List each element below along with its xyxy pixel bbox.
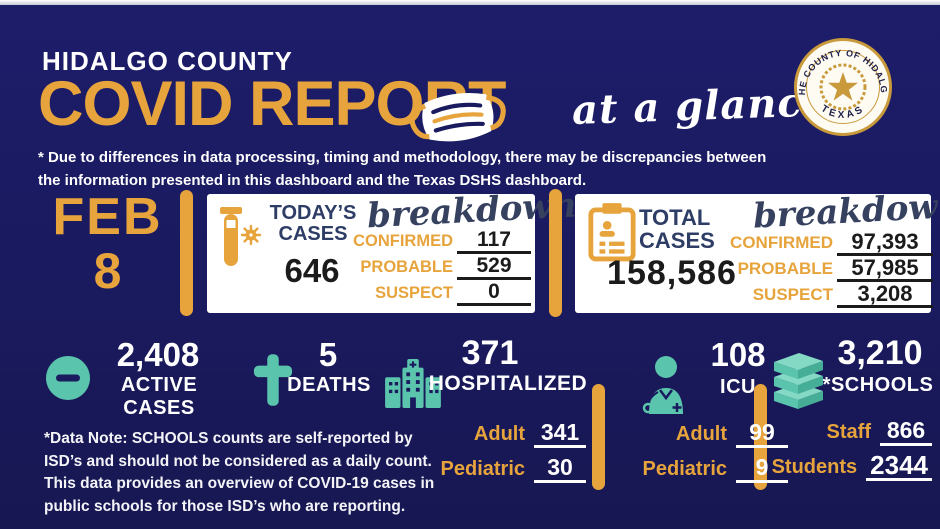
county-seal: THE COUNTY OF HIDALGO TEXAS <box>789 29 893 137</box>
icu-adult-row: Adult 99 <box>628 420 788 448</box>
data-note: *Data Note: SCHOOLS counts are self-repo… <box>44 428 434 518</box>
active-cases-label: ACTIVE CASES <box>120 374 198 419</box>
cross-icon <box>252 352 294 413</box>
adult-value: 341 <box>534 420 586 448</box>
total-cases-card: TOTAL CASES 158,586 breakdown CONFIRMED … <box>575 186 940 313</box>
suspect-value: 3,208 <box>837 283 933 308</box>
seal-star-icon <box>828 72 858 101</box>
suspect-label: SUSPECT <box>375 284 453 302</box>
hospitalized-adult-row: Adult 341 <box>420 420 586 448</box>
schools-breakdown: Staff 866 Students 2344 <box>770 418 932 488</box>
deaths-label: DEATHS <box>287 374 371 396</box>
pediatric-label: Pediatric <box>440 458 525 480</box>
pediatric-value: 30 <box>534 455 586 483</box>
pediatric-value: 9 <box>736 455 788 483</box>
staff-label: Staff <box>826 421 871 443</box>
hospitalized-breakdown: Adult 341 Pediatric 30 <box>420 420 586 490</box>
divider-bar <box>549 189 562 317</box>
todays-label-line2: CASES <box>278 223 348 245</box>
county-name: HIDALGO COUNTY <box>42 46 293 76</box>
data-note-line2: ISD’s and should not be considered as a … <box>44 452 432 470</box>
disclaimer-text: * Due to differences in data processing,… <box>38 146 766 192</box>
disclaimer-line-1: * Due to differences in data processing,… <box>38 149 767 166</box>
breakdown-row-probable: PROBABLE 529 <box>349 254 531 280</box>
divider-bar <box>180 190 193 316</box>
hospitalized-pediatric-row: Pediatric 30 <box>420 455 586 483</box>
adult-label: Adult <box>473 423 525 445</box>
suspect-value: 0 <box>457 281 531 306</box>
report-date: FEB 8 <box>35 190 180 298</box>
data-note-line4: public schools for those ISD’s who are r… <box>44 497 406 515</box>
todays-cases-value: 646 <box>284 252 340 289</box>
confirmed-value: 117 <box>457 229 531 254</box>
report-date-month: FEB <box>52 188 163 246</box>
icu-breakdown: Adult 99 Pediatric 9 <box>628 420 788 490</box>
total-label-line2: CASES <box>639 228 715 253</box>
hospital-icon <box>383 358 443 413</box>
report-date-day: 8 <box>93 243 122 299</box>
breakdown-row-suspect: SUSPECT 3,208 <box>723 282 933 308</box>
book-stack-icon <box>772 352 826 417</box>
schools-value: 3,210 <box>837 334 923 372</box>
probable-value: 529 <box>457 255 531 280</box>
probable-value: 57,985 <box>837 257 933 282</box>
suspect-label: SUSPECT <box>752 285 833 304</box>
breakdown-row-probable: PROBABLE 57,985 <box>723 256 933 282</box>
total-breakdown-rows: CONFIRMED 97,393 PROBABLE 57,985 SUSPECT… <box>723 230 933 308</box>
confirmed-label: CONFIRMED <box>730 233 833 252</box>
todays-breakdown-rows: CONFIRMED 117 PROBABLE 529 SUSPECT 0 <box>349 228 531 306</box>
hospitalized-value: 371 <box>461 334 519 372</box>
test-tube-icon <box>215 206 262 277</box>
adult-label: Adult <box>675 423 727 445</box>
breakdown-row-suspect: SUSPECT 0 <box>349 280 531 306</box>
schools-label: *SCHOOLS <box>822 374 934 396</box>
schools-students-row: Students 2344 <box>770 452 932 481</box>
students-label: Students <box>771 456 858 478</box>
schools-staff-row: Staff 866 <box>770 418 932 446</box>
disclaimer-line-2: the information presented in this dashbo… <box>38 172 587 189</box>
face-mask-icon <box>406 86 510 150</box>
todays-cases-card: TODAY’S CASES 646 breakdown CONFIRMED 11… <box>207 185 577 313</box>
confirmed-value: 97,393 <box>837 231 933 256</box>
breakdown-row-confirmed: CONFIRMED 117 <box>349 228 531 254</box>
staff-value: 866 <box>880 418 932 446</box>
divider-bar <box>592 384 605 490</box>
data-note-line1: *Data Note: SCHOOLS counts are self-repo… <box>44 430 413 447</box>
todays-label-line1: TODAY’S <box>269 202 357 224</box>
icu-pediatric-row: Pediatric 9 <box>628 455 788 483</box>
todays-cases-label: TODAY’S CASES <box>257 203 369 245</box>
total-cases-value: 158,586 <box>607 254 737 292</box>
pediatric-label: Pediatric <box>642 458 727 480</box>
active-cases-value: 2,408 <box>116 336 200 373</box>
clipboard-icon <box>587 202 637 267</box>
students-value: 2344 <box>866 452 932 481</box>
total-label-line1: TOTAL <box>639 205 711 230</box>
deaths-value: 5 <box>318 336 338 373</box>
top-border-strip <box>0 0 940 5</box>
probable-label: PROBABLE <box>737 259 833 278</box>
hospitalized-label: HOSPITALIZED <box>428 372 588 395</box>
adult-value: 99 <box>736 420 788 448</box>
total-cases-label: TOTAL CASES <box>639 206 749 252</box>
icu-label: ICU <box>720 376 756 398</box>
minus-circle-icon <box>46 356 90 405</box>
divider-bar <box>754 384 767 490</box>
icu-value: 108 <box>710 336 766 373</box>
confirmed-label: CONFIRMED <box>353 232 453 250</box>
doctor-icon <box>636 354 692 419</box>
data-note-line3: This data provides an overview of COVID-… <box>44 475 435 492</box>
probable-label: PROBABLE <box>360 258 453 276</box>
breakdown-row-confirmed: CONFIRMED 97,393 <box>723 230 933 256</box>
